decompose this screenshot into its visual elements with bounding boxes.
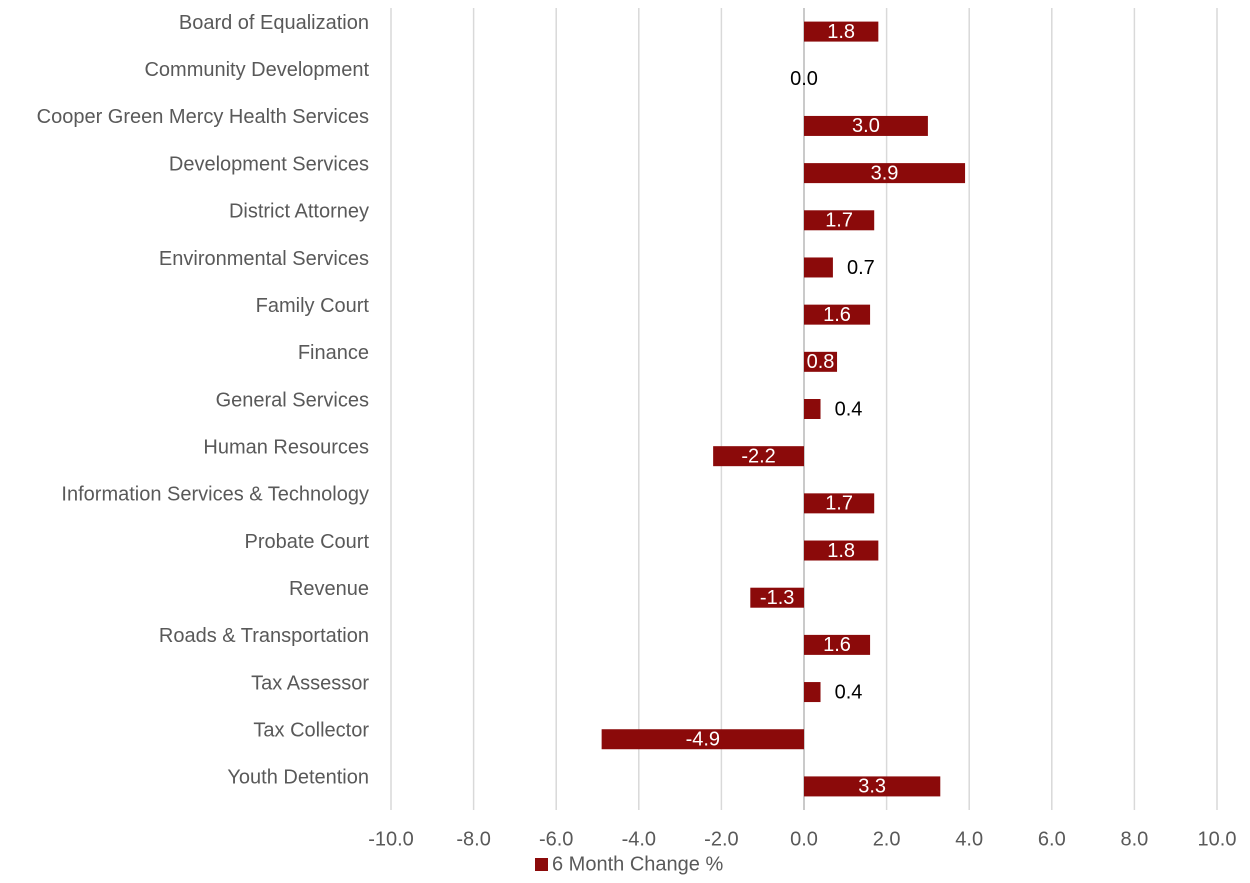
bar <box>804 163 966 184</box>
y-tick-label: Family Court <box>256 295 370 317</box>
y-tick-label: General Services <box>216 389 369 411</box>
y-tick-label: Development Services <box>169 153 369 175</box>
y-tick-label: Community Development <box>144 59 369 81</box>
x-tick-label: 2.0 <box>873 828 901 850</box>
data-label: 0.7 <box>847 257 875 279</box>
bar <box>750 587 804 608</box>
x-tick-label: 8.0 <box>1120 828 1148 850</box>
x-tick-label: 4.0 <box>955 828 983 850</box>
data-label: 1.6 <box>823 634 851 656</box>
bar <box>804 493 875 514</box>
legend-swatch <box>535 858 548 871</box>
data-label: 0.0 <box>790 68 818 90</box>
x-tick-label: -6.0 <box>539 828 573 850</box>
y-tick-label: Roads & Transportation <box>159 625 369 647</box>
y-tick-label: Youth Detention <box>227 767 369 789</box>
y-tick-label: Finance <box>298 342 369 364</box>
bar <box>804 21 879 42</box>
y-tick-label: Information Services & Technology <box>61 484 369 506</box>
x-tick-label: -4.0 <box>622 828 656 850</box>
y-tick-label: Probate Court <box>244 531 369 553</box>
data-label: 0.4 <box>835 398 863 420</box>
x-tick-label: 0.0 <box>790 828 818 850</box>
bar <box>713 446 804 467</box>
data-label: 3.9 <box>871 162 899 184</box>
y-tick-label: Revenue <box>289 578 369 600</box>
bar <box>804 399 821 419</box>
data-label: -2.2 <box>741 445 775 467</box>
x-tick-label: -10.0 <box>368 828 414 850</box>
bar <box>804 257 833 278</box>
x-tick-label: -8.0 <box>456 828 490 850</box>
x-tick-label: 10.0 <box>1198 828 1237 850</box>
bar <box>804 210 875 231</box>
bar <box>601 729 804 750</box>
y-tick-label: Tax Collector <box>253 720 369 742</box>
data-label: -4.9 <box>686 729 720 751</box>
x-tick-label: 6.0 <box>1038 828 1066 850</box>
legend-label: 6 Month Change % <box>552 853 723 875</box>
data-label: 0.4 <box>835 681 863 703</box>
data-label: 1.7 <box>825 210 853 232</box>
data-label: -1.3 <box>760 587 794 609</box>
bar <box>804 776 941 797</box>
bar <box>804 682 821 703</box>
bar <box>804 634 871 655</box>
x-tick-label: -2.0 <box>704 828 738 850</box>
data-label: 1.8 <box>827 21 855 43</box>
data-label: 0.8 <box>807 351 835 373</box>
data-label: 3.0 <box>852 115 880 137</box>
y-tick-label: Board of Equalization <box>179 12 369 34</box>
data-label: 3.3 <box>858 776 886 798</box>
data-label: 1.7 <box>825 493 853 515</box>
y-tick-label: Cooper Green Mercy Health Services <box>37 106 369 128</box>
data-label: 1.8 <box>827 540 855 562</box>
bar <box>804 351 838 372</box>
y-tick-label: Human Resources <box>203 436 369 458</box>
y-tick-label: Tax Assessor <box>251 672 369 694</box>
bar <box>804 115 928 136</box>
bar <box>804 304 871 325</box>
bar <box>804 540 879 561</box>
data-label: 1.6 <box>823 304 851 326</box>
y-tick-label: District Attorney <box>229 201 369 223</box>
y-tick-label: Environmental Services <box>159 248 369 270</box>
